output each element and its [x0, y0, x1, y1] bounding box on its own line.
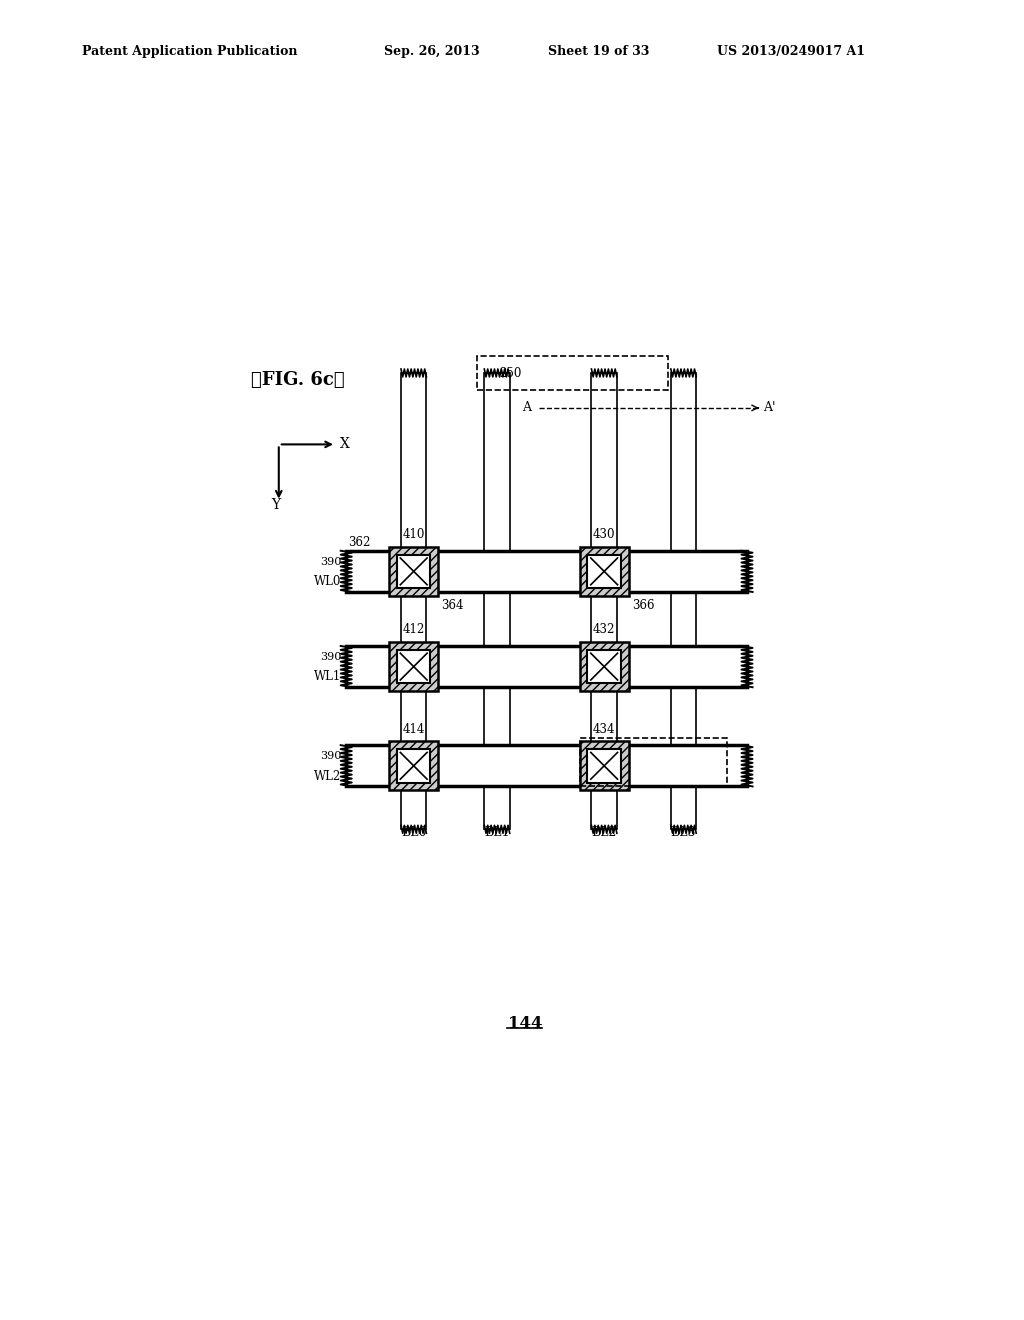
Text: 414: 414	[402, 722, 425, 735]
Text: 【FIG. 6c】: 【FIG. 6c】	[251, 371, 345, 389]
Text: 390: 390	[321, 751, 341, 762]
Text: A: A	[522, 401, 531, 414]
Text: A': A'	[763, 401, 775, 414]
Text: 390: 390	[321, 557, 341, 566]
Bar	[592, 374, 616, 829]
Bar	[346, 645, 748, 688]
Bar	[484, 374, 510, 829]
Bar	[477, 355, 668, 391]
Text: Sep. 26, 2013: Sep. 26, 2013	[384, 45, 479, 58]
Text: 430: 430	[593, 528, 615, 541]
Bar	[580, 742, 629, 791]
Text: 144: 144	[508, 1015, 542, 1032]
Bar	[346, 550, 748, 591]
Text: 434: 434	[593, 722, 615, 735]
Text: BL0: BL0	[401, 826, 426, 838]
Bar	[588, 649, 621, 684]
Bar	[389, 642, 438, 692]
Text: 432: 432	[593, 623, 615, 636]
Text: X: X	[340, 437, 350, 451]
Text: 412: 412	[402, 623, 425, 636]
Text: WL1: WL1	[314, 671, 341, 684]
Text: BL1: BL1	[484, 826, 510, 838]
Bar	[389, 546, 438, 595]
Text: Patent Application Publication: Patent Application Publication	[82, 45, 297, 58]
Text: Sheet 19 of 33: Sheet 19 of 33	[548, 45, 649, 58]
Bar	[401, 374, 426, 829]
Text: 366: 366	[632, 599, 654, 612]
Bar	[588, 554, 621, 589]
Bar	[580, 642, 629, 692]
Bar	[397, 649, 430, 684]
Text: 410: 410	[402, 528, 425, 541]
Text: Y: Y	[271, 499, 281, 512]
Bar	[389, 742, 438, 791]
Text: BL3: BL3	[671, 826, 696, 838]
Bar	[581, 738, 727, 785]
Text: WL2: WL2	[314, 770, 341, 783]
Text: US 2013/0249017 A1: US 2013/0249017 A1	[717, 45, 865, 58]
Bar	[397, 748, 430, 783]
Bar	[397, 554, 430, 589]
Bar	[588, 748, 621, 783]
Text: 390: 390	[321, 652, 341, 663]
Bar	[671, 374, 696, 829]
Bar	[580, 546, 629, 595]
Text: 250: 250	[500, 367, 522, 380]
Text: 364: 364	[441, 599, 464, 612]
Text: WL0: WL0	[314, 576, 341, 589]
Text: 362: 362	[348, 536, 371, 549]
Bar	[346, 746, 748, 787]
Text: BL2: BL2	[592, 826, 616, 838]
